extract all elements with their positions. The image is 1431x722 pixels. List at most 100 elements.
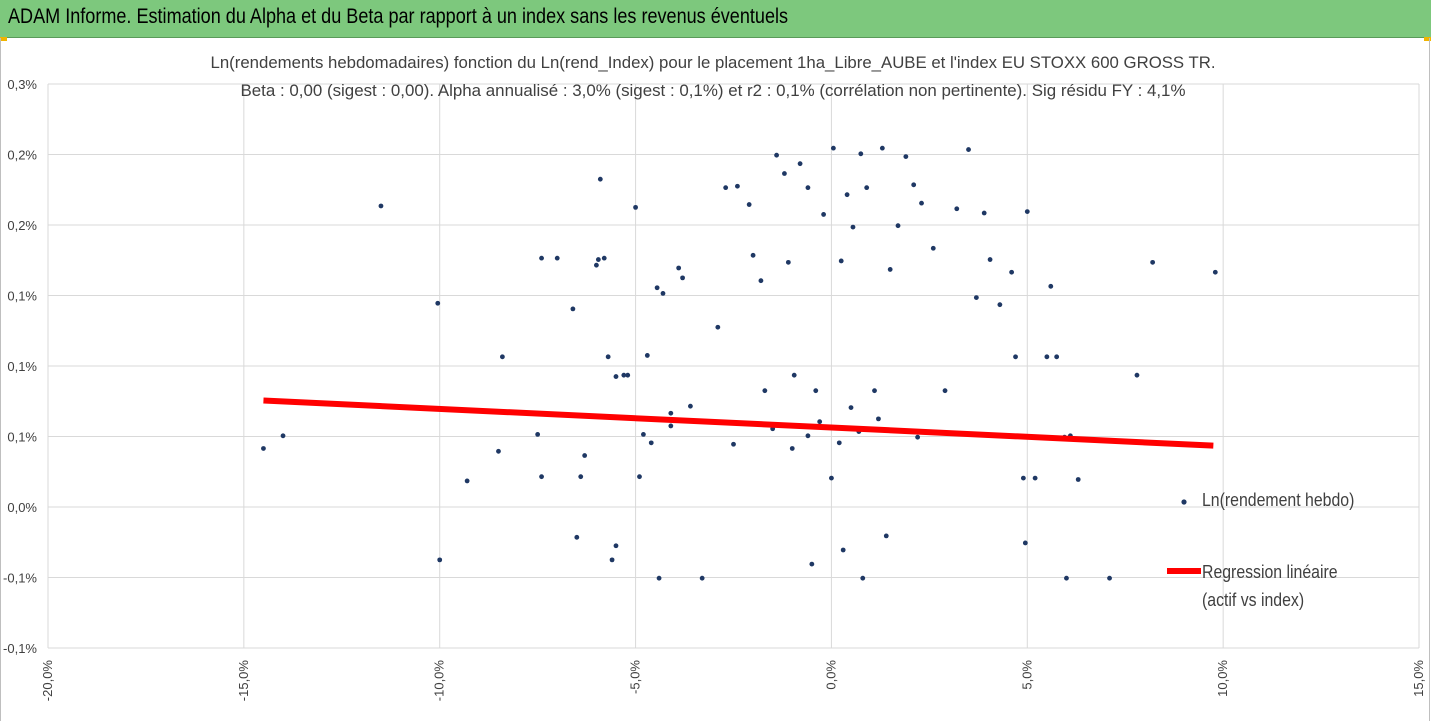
scatter-point <box>464 478 470 484</box>
scatter-point <box>1044 354 1050 360</box>
scatter-point <box>535 431 541 437</box>
scatter-point <box>844 192 850 198</box>
legend-regression-label-1: Regression linéaire <box>1202 562 1338 582</box>
scatter-point <box>887 267 893 272</box>
scatter-point <box>789 446 795 451</box>
scatter-point <box>840 547 846 553</box>
scatter-point <box>735 183 740 189</box>
scatter-point <box>668 410 674 416</box>
x-tick-label: -5,0% <box>628 660 643 694</box>
scatter-point <box>1022 540 1028 546</box>
scatter-point <box>654 285 660 291</box>
scatter-point <box>723 185 729 191</box>
scatter-point <box>872 388 877 394</box>
x-tick-label: -10,0% <box>432 660 447 702</box>
x-tick-label: 15,0% <box>1411 660 1426 697</box>
scatter-point <box>1020 475 1026 481</box>
scatter-point <box>973 295 979 301</box>
scatter-point <box>746 202 752 207</box>
y-tick-label: 0,3% <box>7 77 37 92</box>
scatter-point <box>864 185 870 191</box>
scatter-point <box>641 431 646 437</box>
scatter-point <box>656 575 662 581</box>
scatter-point <box>1054 354 1060 360</box>
scatter-point <box>750 252 756 258</box>
scatter-point <box>574 534 580 540</box>
scatter-point <box>876 416 881 422</box>
legend-scatter-marker <box>1181 499 1187 505</box>
scatter-point <box>539 474 544 480</box>
scatter-point <box>987 257 993 262</box>
scatter-point <box>813 388 819 394</box>
scatter-point <box>1013 354 1018 360</box>
chart-area: -0,1% -0,1% 0,0% 0,1% 0,1% 0,1% 0,2% 0,2% 0,3% -2… <box>0 38 1430 721</box>
x-tick-label: -20,0% <box>40 660 55 702</box>
scatter-point <box>829 475 834 481</box>
y-tick-label: 0,2% <box>7 218 37 233</box>
scatter-point <box>688 403 693 409</box>
scatter-point <box>774 152 779 158</box>
scatter-point <box>570 306 576 312</box>
corner-mark-left <box>0 37 7 41</box>
legend-regression-label-2: (actif vs index) <box>1202 590 1305 610</box>
scatter-point <box>660 290 666 296</box>
regression-line <box>263 397 1214 449</box>
scatter-point <box>930 245 936 251</box>
scatter-point <box>915 434 921 440</box>
scatter-point <box>809 561 815 567</box>
corner-mark-right <box>1424 37 1431 41</box>
scatter-point <box>954 206 960 212</box>
scatter-point <box>605 354 611 360</box>
scatter-point <box>836 440 842 446</box>
scatter-point <box>1009 269 1015 275</box>
scatter-point <box>496 448 501 454</box>
scatter-point <box>676 265 682 271</box>
scatter-point <box>858 151 864 157</box>
x-tick-label: 10,0% <box>1215 660 1230 697</box>
y-tick-label: 0,1% <box>7 289 37 304</box>
scatter-point <box>554 255 560 261</box>
scatter-point <box>879 145 885 151</box>
y-tick-label: 0,1% <box>7 359 37 374</box>
scatter-point <box>1048 283 1054 289</box>
scatter-point <box>609 557 615 563</box>
x-tick-label: -15,0% <box>236 660 251 702</box>
scatter-point <box>597 176 603 182</box>
scatter-point <box>715 324 721 330</box>
scatter-point <box>668 423 674 429</box>
scatter-point <box>1032 475 1038 481</box>
scatter-point <box>1212 269 1218 275</box>
scatter-point <box>582 453 588 458</box>
scatter-point <box>782 171 787 176</box>
scatter-point <box>797 161 803 167</box>
scatter-point <box>817 419 823 425</box>
scatter-point <box>805 185 811 191</box>
scatter-point <box>613 543 619 549</box>
scatter-point <box>838 258 844 264</box>
scatter-point <box>821 212 826 217</box>
scatter-point <box>601 255 607 261</box>
scatter-point <box>762 388 768 394</box>
y-tick-label: -0,1% <box>3 571 37 586</box>
scatter-point <box>644 353 650 358</box>
scatter-point <box>539 255 544 261</box>
scatter-point <box>621 372 627 378</box>
scatter-point <box>805 433 811 439</box>
x-tick-label: 0,0% <box>823 660 838 690</box>
scatter-point <box>378 203 384 209</box>
scatter-point <box>830 145 836 151</box>
scatter-point <box>903 154 909 160</box>
y-tick-label: -0,1% <box>3 641 37 656</box>
scatter-point <box>1075 477 1081 482</box>
scatter-point <box>966 147 971 152</box>
scatter-point <box>848 405 854 410</box>
scatter-point <box>637 474 642 480</box>
scatter-point <box>911 182 917 188</box>
scatter-point <box>981 210 987 216</box>
scatter-point <box>280 433 286 439</box>
scatter-point <box>699 575 705 581</box>
scatter-point <box>997 302 1003 308</box>
scatter-point <box>499 354 505 360</box>
scatter-point <box>1064 575 1069 581</box>
x-tick-label: 5,0% <box>1019 660 1034 690</box>
